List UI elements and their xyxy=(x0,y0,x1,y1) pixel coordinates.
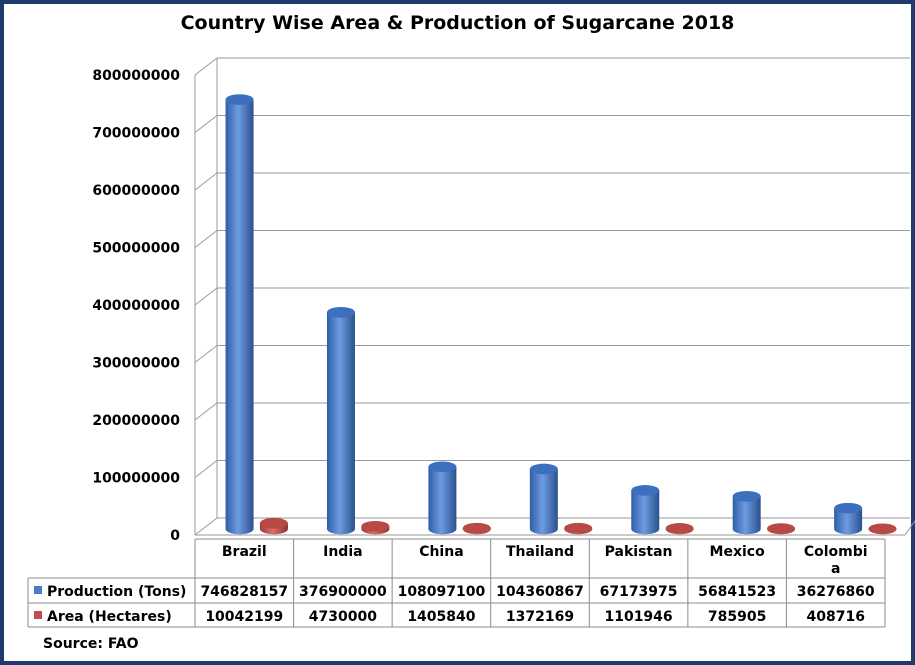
bar-production-top xyxy=(428,461,457,473)
gridline-side xyxy=(194,115,218,133)
data-label: 376900000 xyxy=(299,584,387,600)
bar-production-top xyxy=(834,502,863,514)
y-tick-label: 400000000 xyxy=(92,298,180,314)
gridline-side xyxy=(194,460,218,478)
gridline-side xyxy=(194,172,218,191)
bar-area-top xyxy=(868,523,897,535)
x-tick-label: Thailand xyxy=(506,544,574,560)
bar-production-top xyxy=(326,306,355,318)
x-tick-label: Brazil xyxy=(222,544,267,560)
bar-production xyxy=(428,466,457,535)
gridline-side xyxy=(194,57,218,76)
data-label: 408716 xyxy=(806,609,864,625)
chart-title: Country Wise Area & Production of Sugarc… xyxy=(180,12,735,34)
bar-production xyxy=(631,490,660,535)
bar-area-top xyxy=(259,517,288,529)
bar-area-top xyxy=(665,523,694,534)
bar-area-top xyxy=(462,522,491,534)
bar-area-top xyxy=(564,522,593,534)
bar-production xyxy=(225,99,254,535)
data-label: 1372169 xyxy=(506,609,574,625)
bar-production-top xyxy=(631,485,660,496)
y-tick-label: 700000000 xyxy=(92,126,180,142)
x-tick-label: Mexico xyxy=(710,544,766,560)
gridline-side xyxy=(194,345,218,363)
data-label: 785905 xyxy=(708,609,766,625)
bar-area-top xyxy=(767,523,796,534)
bar-production-top xyxy=(529,463,558,475)
gridline-side xyxy=(194,402,218,421)
bar-area-top xyxy=(361,520,390,532)
data-label: 1405840 xyxy=(407,609,475,625)
x-tick-label: India xyxy=(323,544,362,560)
y-tick-label: 500000000 xyxy=(92,241,180,257)
bar-production xyxy=(529,468,558,535)
gridline-side xyxy=(194,517,218,536)
data-label: 1101946 xyxy=(604,609,672,625)
data-label: 4730000 xyxy=(309,609,377,625)
source-note: Source: FAO xyxy=(43,636,139,652)
data-label: 67173975 xyxy=(600,584,678,600)
y-tick-label: 200000000 xyxy=(92,413,180,429)
bar-production xyxy=(326,312,355,535)
legend-swatch xyxy=(34,586,42,594)
legend-swatch xyxy=(34,611,42,619)
y-tick-label: 0 xyxy=(170,528,180,544)
x-tick-label: a xyxy=(831,561,840,577)
y-tick-label: 800000000 xyxy=(92,68,180,84)
x-tick-label: Colombi xyxy=(804,544,868,560)
gridline-side xyxy=(194,230,218,248)
data-label: 108097100 xyxy=(398,584,486,600)
legend-label: Area (Hectares) xyxy=(47,609,172,625)
y-tick-label: 600000000 xyxy=(92,183,180,199)
bar-production xyxy=(834,508,863,535)
data-label: 104360867 xyxy=(496,584,584,600)
bar-production-top xyxy=(225,94,254,105)
floor-side xyxy=(904,519,915,536)
data-label: 10042199 xyxy=(205,609,283,625)
bar-production-top xyxy=(732,490,761,502)
gridline-side xyxy=(194,287,218,306)
bar-production xyxy=(732,496,761,535)
legend-label: Production (Tons) xyxy=(47,584,186,600)
x-tick-label: China xyxy=(419,544,463,560)
y-tick-label: 300000000 xyxy=(92,356,180,372)
y-tick-label: 100000000 xyxy=(92,471,180,487)
data-label: 36276860 xyxy=(797,584,875,600)
x-tick-label: Pakistan xyxy=(605,544,673,560)
data-label: 746828157 xyxy=(200,584,288,600)
data-label: 56841523 xyxy=(698,584,776,600)
